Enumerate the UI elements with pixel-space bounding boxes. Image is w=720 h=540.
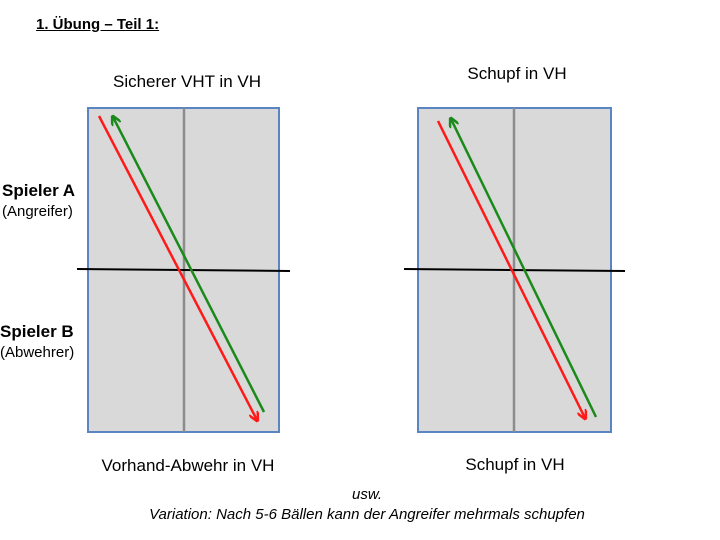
table-2-net	[403, 268, 626, 272]
table-1-net	[76, 268, 291, 272]
diagram-2-bottom-label: Schupf in VH	[465, 455, 565, 474]
diagram-1-bottom-label: Vorhand-Abwehr in VH	[101, 456, 275, 475]
diagram-2-top-label: Schupf in VH	[467, 64, 567, 83]
footer-line-1: usw.	[351, 486, 382, 503]
table-1-red-arrow	[97, 115, 257, 420]
player-a-name: Spieler A	[2, 181, 76, 200]
exercise-heading: 1. Übung – Teil 1:	[36, 16, 160, 33]
table-1	[76, 107, 291, 433]
player-a-role: (Angreifer)	[2, 203, 73, 220]
table-1-green-arrow	[113, 117, 266, 413]
player-b-role: (Abwehrer)	[0, 344, 75, 361]
table-2	[403, 107, 626, 433]
diagram-1-top-label: Sicherer VHT in VH	[112, 72, 261, 91]
player-b-name: Spieler B	[0, 322, 74, 341]
table-2-red-arrow	[436, 120, 585, 418]
footer-line-2: Variation: Nach 5-6 Bällen kann der Angr…	[149, 506, 585, 523]
table-2-green-arrow	[451, 119, 598, 418]
